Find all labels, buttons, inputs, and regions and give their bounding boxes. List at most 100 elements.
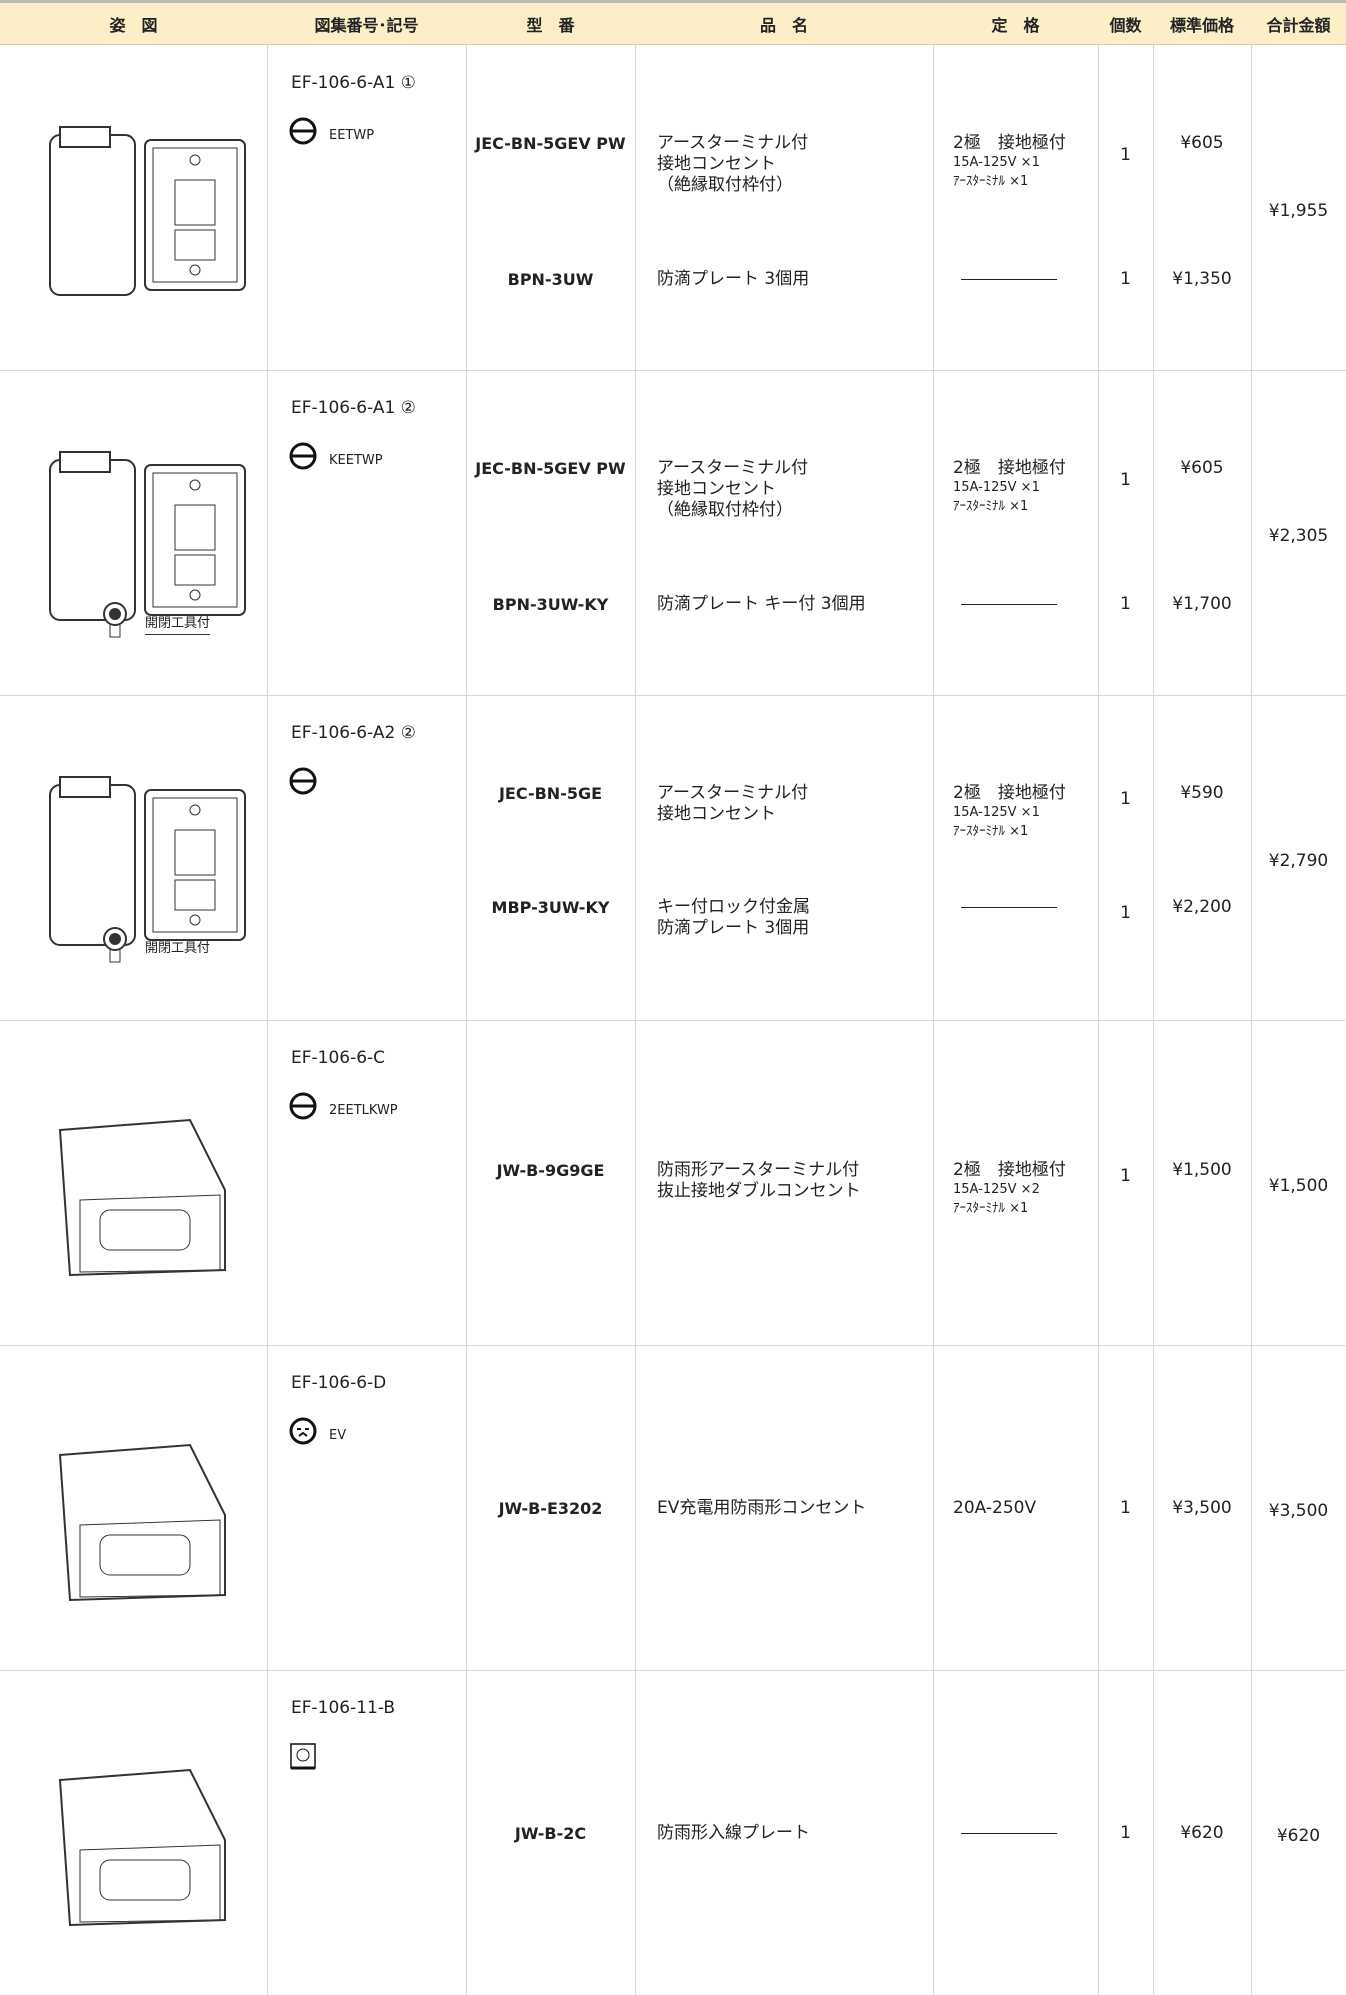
row-rule [0,695,1346,696]
illustration [49,776,246,946]
unit-price: ¥605 [1180,457,1224,478]
illustration [58,1768,226,1927]
symbol [289,442,317,470]
product-name: 防滴プレート 3個用 [657,917,810,938]
illustration [58,1118,226,1277]
drawing-code: EF-106-6-D [291,1373,387,1393]
rating-dash [961,1832,1057,1834]
rating: 2極 接地極付 [953,132,1066,153]
header-cell: 型 番 [466,0,635,45]
rating: 2極 接地極付 [953,782,1066,803]
symbol [290,1743,316,1770]
quantity: 1 [1120,1497,1131,1518]
total-price: ¥2,305 [1268,526,1329,546]
product-name: 防滴プレート 3個用 [657,269,810,290]
product-name: アースターミナル付 [657,457,809,478]
model: MBP-3UW-KY [491,897,610,917]
quantity: 1 [1120,469,1131,490]
unit-price: ¥1,500 [1172,1159,1232,1180]
product-name: 接地コンセント [657,478,776,499]
quantity: 1 [1120,144,1131,165]
rating: 2極 接地極付 [953,457,1066,478]
note: 開閉工具付 [145,613,211,635]
model: BPN-3UW [507,270,594,290]
unit-price: ¥1,350 [1172,269,1232,290]
total-price: ¥2,790 [1268,851,1329,871]
product-name: （絶縁取付枠付） [657,499,793,520]
model: JEC-BN-5GEV PW [475,458,626,478]
row-rule [0,1345,1346,1346]
quantity: 1 [1120,902,1131,923]
header-cell: 図集番号･記号 [267,0,466,45]
symbol-label: EV [329,1428,347,1443]
quantity: 1 [1120,594,1131,615]
product-name: 防雨形アースターミナル付 [657,1159,860,1180]
rating-dash [961,604,1057,606]
rating: 15A-125V ×1 [953,804,1040,820]
rating: 15A-125V ×2 [953,1181,1040,1197]
quantity: 1 [1120,269,1131,290]
rating-dash [961,906,1057,908]
drawing-code: EF-106-11-B [291,1698,396,1718]
product-name: 抜止接地ダブルコンセント [657,1180,861,1201]
row-rule [0,1020,1346,1021]
illustration [58,1443,226,1602]
tool-icon [103,927,127,963]
header-cell: 個数 [1098,0,1153,45]
header-cell: 姿 図 [0,0,267,45]
header-cell: 標準価格 [1153,0,1251,45]
product-name: EV充電用防雨形コンセント [657,1497,867,1518]
model: JEC-BN-5GEV PW [475,133,626,153]
unit-price: ¥3,500 [1172,1497,1232,1518]
rating-dash [961,279,1057,281]
drawing-code: EF-106-6-C [291,1048,386,1068]
rating: ｱｰｽﾀｰﾐﾅﾙ ×1 [953,1200,1029,1216]
product-name: アースターミナル付 [657,132,809,153]
illustration [49,451,246,621]
note: 開閉工具付 [145,941,211,956]
total-price: ¥1,955 [1268,201,1329,221]
total-price: ¥620 [1276,1826,1321,1846]
rating: ｱｰｽﾀｰﾐﾅﾙ ×1 [953,173,1029,189]
model: JW-B-2C [514,1823,587,1843]
unit-price: ¥590 [1180,782,1224,803]
illustration [49,126,246,296]
symbol [289,1092,317,1120]
model: JW-B-9G9GE [496,1160,605,1180]
rating: 2極 接地極付 [953,1159,1066,1180]
rating: ｱｰｽﾀｰﾐﾅﾙ ×1 [953,498,1029,514]
symbol-label: EETWP [329,128,375,143]
header-cell: 品 名 [635,0,933,45]
unit-price: ¥1,700 [1172,594,1232,615]
quantity: 1 [1120,788,1131,809]
drawing-code: EF-106-6-A1 ① [291,73,416,93]
header-cell: 定 格 [933,0,1098,45]
unit-price: ¥605 [1180,132,1224,153]
rating: 15A-125V ×1 [953,479,1040,495]
model: JEC-BN-5GE [498,783,603,803]
rating: 20A-250V [953,1497,1037,1518]
product-name: 接地コンセント [657,803,776,824]
header-cell: 合計金額 [1251,0,1346,45]
total-price: ¥1,500 [1268,1176,1329,1196]
product-name: アースターミナル付 [657,782,809,803]
model: JW-B-E3202 [498,1498,603,1518]
product-name: （絶縁取付枠付） [657,174,793,195]
product-name: 防雨形入線プレート [657,1822,810,1843]
row-rule [0,1670,1346,1671]
model: BPN-3UW-KY [492,595,609,615]
tool-icon [103,602,127,638]
product-name: 接地コンセント [657,153,776,174]
quantity: 1 [1120,1165,1131,1186]
rating: 15A-125V ×1 [953,154,1040,170]
symbol [289,1417,317,1445]
quantity: 1 [1120,1822,1131,1843]
drawing-code: EF-106-6-A2 ② [291,723,416,743]
total-price: ¥3,500 [1268,1501,1329,1521]
symbol [289,117,317,145]
symbol-label: 2EETLKWP [329,1103,398,1118]
product-name: キー付ロック付金属 [657,896,810,917]
row-rule [0,370,1346,371]
product-name: 防滴プレート キー付 3個用 [657,594,866,615]
